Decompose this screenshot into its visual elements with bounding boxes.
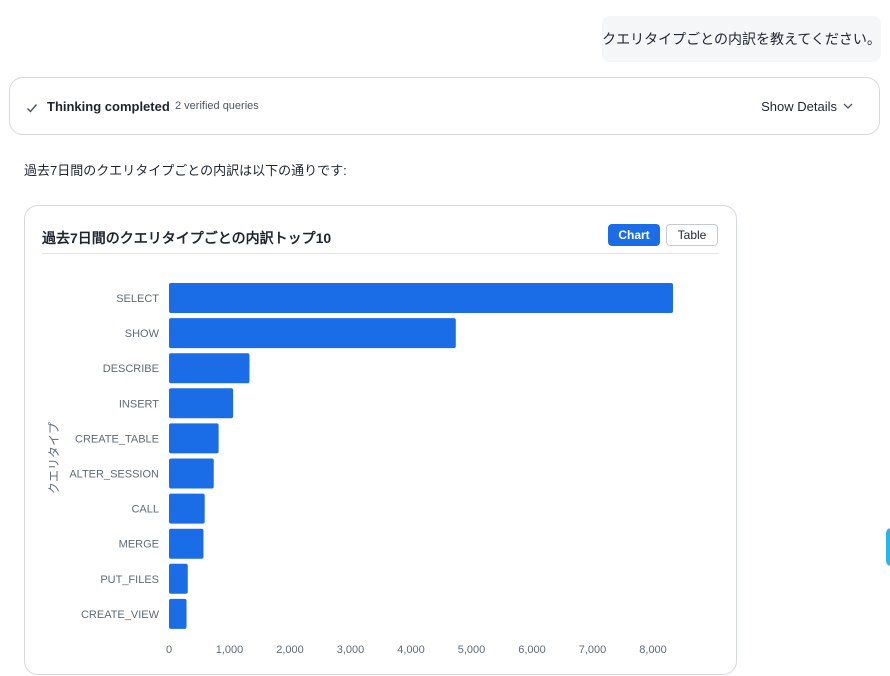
x-tick-label: 7,000 xyxy=(579,644,607,656)
bar-merge[interactable] xyxy=(169,528,204,559)
x-tick-label: 1,000 xyxy=(216,644,244,656)
y-axis-label: クエリタイプ xyxy=(47,422,61,494)
y-tick-label: CREATE_TABLE xyxy=(75,433,159,445)
chart-title: 過去7日間のクエリタイプごとの内訳トップ10 xyxy=(42,230,332,246)
y-tick-label: CALL xyxy=(131,504,159,516)
x-tick-label: 2,000 xyxy=(276,644,304,656)
chart-view-button[interactable]: Chart xyxy=(608,224,660,246)
card-divider xyxy=(42,253,719,254)
bar-put-files[interactable] xyxy=(169,563,188,594)
bar-create-table[interactable] xyxy=(169,423,219,454)
user-message-text: クエリタイプごとの内訳を教えてください。 xyxy=(602,31,881,47)
y-tick-label: SHOW xyxy=(125,328,160,340)
y-tick-label: INSERT xyxy=(119,398,159,410)
x-tick-label: 3,000 xyxy=(337,644,365,656)
y-tick-label: SELECT xyxy=(116,293,159,305)
bar-create-view[interactable] xyxy=(169,598,187,629)
side-panel-handle[interactable] xyxy=(886,528,890,566)
table-view-button[interactable]: Table xyxy=(666,224,718,246)
check-icon xyxy=(27,104,38,113)
bar-insert[interactable] xyxy=(169,388,234,419)
x-tick-label: 6,000 xyxy=(518,644,546,656)
bar-describe[interactable] xyxy=(169,353,250,384)
thinking-status: Thinking completed xyxy=(47,98,170,114)
chevron-down-icon xyxy=(843,103,853,109)
bar-select[interactable] xyxy=(169,283,673,313)
verified-queries-count: 2 verified queries xyxy=(175,100,259,112)
bar-show[interactable] xyxy=(169,318,456,349)
x-tick-label: 4,000 xyxy=(397,644,425,656)
y-tick-label: DESCRIBE xyxy=(103,363,159,375)
x-tick-label: 5,000 xyxy=(458,644,486,656)
bar-alter-session[interactable] xyxy=(169,458,214,489)
show-details-label: Show Details xyxy=(761,98,837,114)
y-tick-label: CREATE_VIEW xyxy=(81,609,160,621)
answer-intro: 過去7日間のクエリタイプごとの内訳は以下の通りです: xyxy=(24,163,347,178)
chart-card: 過去7日間のクエリタイプごとの内訳トップ10 Chart Table SELEC… xyxy=(24,205,737,675)
thinking-panel: Thinking completed 2 verified queries Sh… xyxy=(9,77,880,135)
y-tick-label: ALTER_SESSION xyxy=(69,469,159,481)
y-tick-label: PUT_FILES xyxy=(100,574,159,586)
show-details-button[interactable]: Show Details xyxy=(761,99,853,114)
bar-chart: SELECT SHOW DESCRIBE INSERT CREATE_TABLE ALTE… xyxy=(47,283,673,656)
x-tick-label: 8,000 xyxy=(639,644,667,656)
bar-call[interactable] xyxy=(169,493,205,524)
y-tick-label: MERGE xyxy=(119,539,159,551)
user-message-bubble: クエリタイプごとの内訳を教えてください。 xyxy=(602,16,881,62)
x-tick-label: 0 xyxy=(166,644,172,656)
